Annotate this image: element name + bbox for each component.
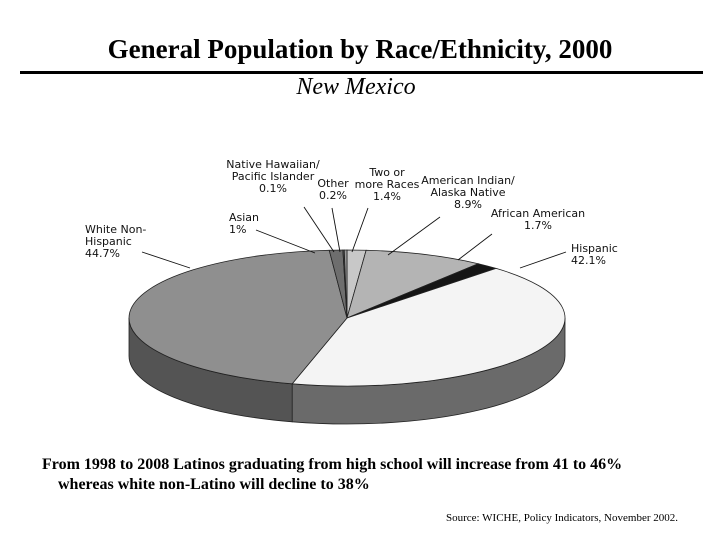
leader-line (351, 207, 369, 253)
pie-slice-hispanic (291, 267, 566, 387)
leader-line (519, 251, 567, 269)
slice-label: Hispanic 42.1% (571, 242, 618, 267)
leader-line (141, 251, 191, 269)
footnote-line-2: whereas white non-Latino will decline to… (58, 476, 370, 493)
source-citation: Source: WICHE, Policy Indicators, Novemb… (446, 512, 678, 524)
leader-line (457, 233, 493, 261)
chart-subtitle-text: New Mexico (290, 74, 422, 100)
title-rule (20, 71, 703, 74)
pie-slice-white-non-hispanic (128, 249, 348, 385)
pie-labels: Two or more Races 1.4%American Indian/Alas… (85, 158, 618, 269)
footnote-line-1: From 1998 to 2008 Latinos graduating fro… (42, 456, 623, 473)
leader-line (303, 206, 335, 253)
leader-line (331, 207, 341, 253)
slice-label: African American 1.7% (491, 207, 585, 232)
leader-line (387, 216, 441, 256)
slice-label: Two or more Races 1.4% (355, 166, 420, 203)
slice-label: White Non-Hispanic 44.7% (85, 223, 146, 260)
pie-slices (128, 249, 566, 387)
slice-label: Asian 1% (229, 211, 259, 236)
chart-title: General Population by Race/Ethnicity, 20… (107, 34, 613, 64)
slice-label: Native Hawaiian/Pacific Islander 0.1% (226, 158, 320, 195)
chart-subtitle: New Mexico (0, 74, 712, 101)
leader-line (255, 229, 316, 254)
slice-label: Other 0.2% (317, 177, 349, 202)
pie-slice-other (343, 249, 348, 319)
pie-slice-american-indian-alaska-native (346, 249, 480, 319)
slice-label: American Indian/Alaska Native 8.9% (421, 174, 515, 211)
footnote: From 1998 to 2008 Latinos graduating fro… (42, 455, 712, 495)
